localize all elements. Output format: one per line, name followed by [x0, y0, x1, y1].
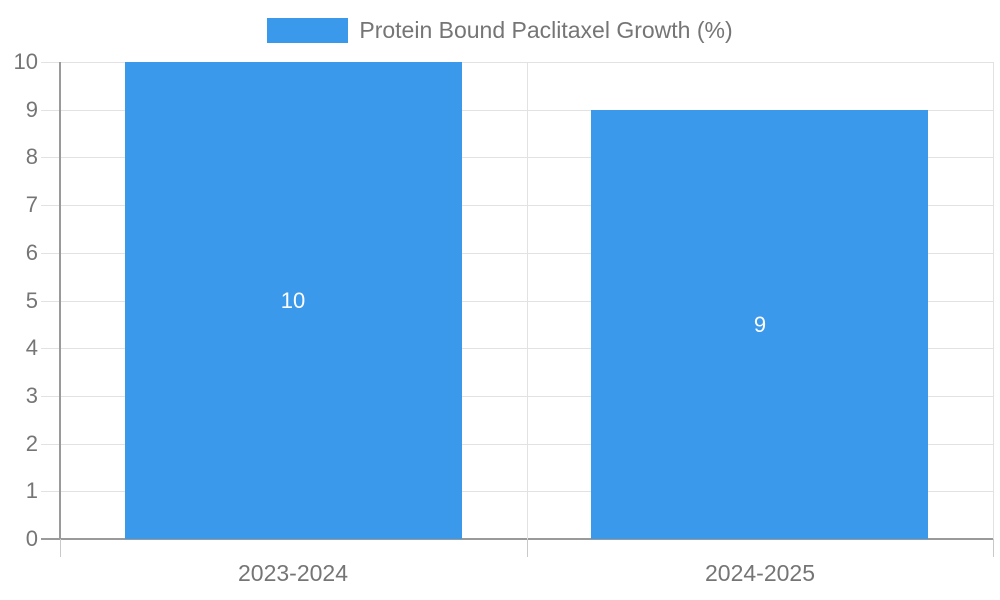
y-gridline: [60, 301, 993, 302]
y-tick: [41, 444, 60, 445]
y-tick: [41, 301, 60, 302]
x-tick: [527, 539, 528, 557]
category-divider: [993, 62, 994, 539]
legend: Protein Bound Paclitaxel Growth (%): [0, 18, 1000, 43]
y-gridline: [60, 157, 993, 158]
y-tick-label: 6: [25, 240, 38, 265]
y-tick: [41, 348, 60, 349]
y-tick-label: 1: [25, 478, 38, 503]
legend-swatch: [267, 18, 349, 43]
y-gridline: [60, 444, 993, 445]
y-gridline: [60, 253, 993, 254]
y-tick: [41, 62, 60, 63]
x-tick: [60, 539, 61, 557]
x-axis-baseline: [41, 538, 993, 540]
y-tick-label: 10: [13, 49, 38, 74]
x-tick-label: 2023-2024: [238, 560, 348, 586]
category-divider: [527, 62, 528, 539]
x-tick-label: 2024-2025: [705, 560, 815, 586]
y-gridline: [60, 491, 993, 492]
y-axis-line: [59, 62, 61, 539]
bar: [591, 110, 928, 539]
y-gridline: [60, 205, 993, 206]
y-gridline: [60, 396, 993, 397]
y-tick-label: 9: [25, 97, 38, 122]
y-tick-label: 0: [25, 526, 38, 551]
y-tick: [41, 205, 60, 206]
y-gridline: [60, 62, 993, 63]
bar-value-label: 9: [753, 312, 767, 337]
y-gridline: [60, 348, 993, 349]
y-tick: [41, 253, 60, 254]
y-tick-label: 2: [25, 431, 38, 456]
y-tick: [41, 157, 60, 158]
y-gridline: [60, 110, 993, 111]
bar: [125, 62, 462, 539]
legend-label: Protein Bound Paclitaxel Growth (%): [359, 17, 733, 43]
y-tick: [41, 396, 60, 397]
x-tick: [993, 539, 994, 557]
y-tick-label: 4: [25, 335, 38, 360]
y-tick-label: 7: [25, 192, 38, 217]
y-tick: [41, 491, 60, 492]
y-tick-label: 8: [25, 144, 38, 169]
y-tick-label: 3: [25, 383, 38, 408]
y-tick: [41, 110, 60, 111]
bar-value-label: 10: [280, 288, 306, 313]
y-tick-label: 5: [25, 288, 38, 313]
